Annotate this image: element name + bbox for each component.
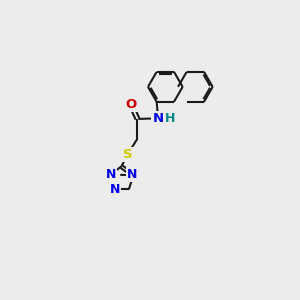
Text: O: O (125, 98, 136, 111)
Text: N: N (110, 183, 120, 196)
Text: N: N (127, 168, 137, 181)
Text: N: N (105, 168, 116, 181)
Text: H: H (165, 112, 175, 125)
Text: S: S (123, 148, 133, 161)
Text: N: N (152, 112, 164, 125)
